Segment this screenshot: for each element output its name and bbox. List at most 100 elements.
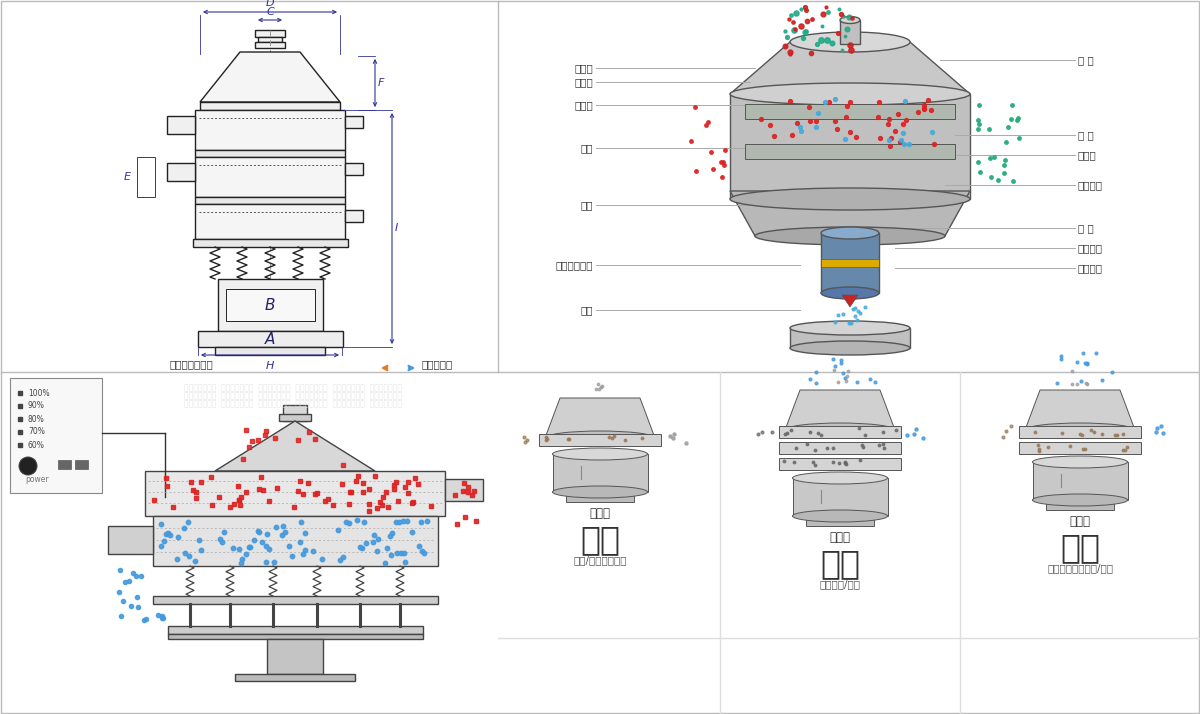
Bar bbox=[137, 157, 155, 197]
Circle shape bbox=[1103, 469, 1114, 479]
Bar bbox=[568, 464, 595, 482]
Text: F: F bbox=[378, 78, 384, 88]
Text: E: E bbox=[124, 172, 131, 182]
Bar bbox=[108, 526, 154, 554]
Text: H: H bbox=[266, 361, 274, 371]
Polygon shape bbox=[1025, 390, 1135, 430]
Text: 外形尺寸示意图  外形尺寸示意图  外形尺寸示意图  外形尺寸示意图  外形尺寸示意图  外形尺寸示意图: 外形尺寸示意图 外形尺寸示意图 外形尺寸示意图 外形尺寸示意图 外形尺寸示意图 … bbox=[184, 383, 407, 393]
Bar bbox=[808, 488, 835, 506]
Bar bbox=[194, 150, 346, 157]
Bar bbox=[1019, 442, 1141, 454]
Bar bbox=[346, 163, 364, 175]
Text: 分级: 分级 bbox=[580, 523, 620, 556]
Bar bbox=[167, 163, 194, 181]
Bar bbox=[790, 328, 910, 348]
Ellipse shape bbox=[821, 287, 878, 299]
Text: C: C bbox=[266, 7, 274, 17]
Bar bbox=[256, 30, 286, 37]
Text: 振动电机: 振动电机 bbox=[1078, 243, 1103, 253]
Bar bbox=[256, 42, 286, 48]
Bar bbox=[1019, 426, 1141, 438]
Bar bbox=[539, 434, 661, 446]
Text: 三层式: 三层式 bbox=[829, 531, 851, 544]
Bar bbox=[566, 495, 634, 502]
Bar bbox=[194, 110, 346, 150]
Text: 去除异物/结块: 去除异物/结块 bbox=[820, 579, 860, 589]
Text: 弹簧: 弹簧 bbox=[581, 200, 593, 210]
Text: 双层式: 双层式 bbox=[1069, 515, 1091, 528]
Text: I: I bbox=[395, 223, 398, 233]
Ellipse shape bbox=[552, 486, 648, 498]
Bar bbox=[283, 405, 307, 421]
Bar bbox=[793, 478, 888, 516]
Text: 外形尺寸示意图  外形尺寸示意图  外形尺寸示意图  外形尺寸示意图  外形尺寸示意图  外形尺寸示意图: 外形尺寸示意图 外形尺寸示意图 外形尺寸示意图 外形尺寸示意图 外形尺寸示意图 … bbox=[184, 391, 407, 401]
Text: 束环: 束环 bbox=[581, 143, 593, 153]
Circle shape bbox=[19, 457, 37, 475]
Text: 70%: 70% bbox=[28, 428, 44, 436]
Text: 筛 盘: 筛 盘 bbox=[1078, 223, 1093, 233]
Bar bbox=[745, 144, 955, 159]
Text: 100%: 100% bbox=[28, 388, 49, 398]
Bar bbox=[445, 479, 482, 501]
Bar bbox=[266, 639, 323, 674]
Circle shape bbox=[623, 461, 634, 471]
Bar bbox=[730, 94, 970, 199]
Text: 下部重锤: 下部重锤 bbox=[1078, 263, 1103, 273]
Text: 网 架: 网 架 bbox=[1078, 130, 1093, 140]
Text: 外形尺寸示意图: 外形尺寸示意图 bbox=[170, 359, 214, 369]
Bar bbox=[779, 458, 901, 470]
Bar bbox=[194, 157, 346, 197]
Ellipse shape bbox=[552, 448, 648, 460]
Ellipse shape bbox=[1032, 494, 1128, 506]
Bar bbox=[168, 626, 424, 634]
Ellipse shape bbox=[792, 510, 888, 522]
Bar bbox=[74, 460, 88, 469]
Ellipse shape bbox=[1025, 423, 1135, 437]
Polygon shape bbox=[215, 421, 374, 471]
Bar bbox=[200, 102, 340, 110]
Polygon shape bbox=[730, 191, 970, 236]
Text: 进料口: 进料口 bbox=[575, 63, 593, 73]
Bar bbox=[346, 210, 364, 222]
Bar bbox=[154, 596, 438, 604]
Text: B: B bbox=[265, 298, 275, 313]
Text: 90%: 90% bbox=[28, 401, 44, 411]
Bar bbox=[235, 674, 355, 681]
Bar bbox=[145, 471, 445, 516]
Bar bbox=[821, 233, 878, 293]
Ellipse shape bbox=[730, 83, 970, 105]
Text: 运输固定螺栻: 运输固定螺栻 bbox=[556, 260, 593, 270]
Bar bbox=[821, 259, 878, 267]
Ellipse shape bbox=[785, 423, 895, 437]
Text: 筛 网: 筛 网 bbox=[1078, 55, 1093, 65]
Bar bbox=[194, 204, 346, 239]
Text: D: D bbox=[265, 0, 275, 8]
Bar bbox=[1046, 472, 1075, 490]
Text: 单层式: 单层式 bbox=[589, 507, 611, 520]
Polygon shape bbox=[545, 398, 655, 438]
Bar bbox=[745, 104, 955, 119]
Bar bbox=[840, 20, 860, 44]
Ellipse shape bbox=[840, 16, 860, 24]
Circle shape bbox=[863, 485, 874, 495]
Text: 结构示意图: 结构示意图 bbox=[422, 359, 454, 369]
Bar bbox=[215, 347, 325, 355]
Text: 额粒/粉末准确分级: 额粒/粉末准确分级 bbox=[574, 555, 626, 565]
Bar bbox=[553, 454, 648, 492]
Text: 80%: 80% bbox=[28, 415, 44, 423]
Bar bbox=[1033, 462, 1128, 500]
Bar bbox=[194, 197, 346, 204]
Ellipse shape bbox=[545, 431, 655, 445]
Ellipse shape bbox=[790, 321, 910, 335]
Polygon shape bbox=[200, 52, 340, 102]
Ellipse shape bbox=[790, 341, 910, 355]
Bar bbox=[779, 426, 901, 438]
Text: 机座: 机座 bbox=[581, 305, 593, 315]
Ellipse shape bbox=[1032, 456, 1128, 468]
Text: A: A bbox=[265, 331, 275, 346]
Bar bbox=[258, 37, 282, 42]
Bar bbox=[58, 460, 71, 469]
Bar bbox=[278, 414, 311, 421]
Bar bbox=[1046, 503, 1114, 510]
Bar bbox=[167, 116, 194, 134]
